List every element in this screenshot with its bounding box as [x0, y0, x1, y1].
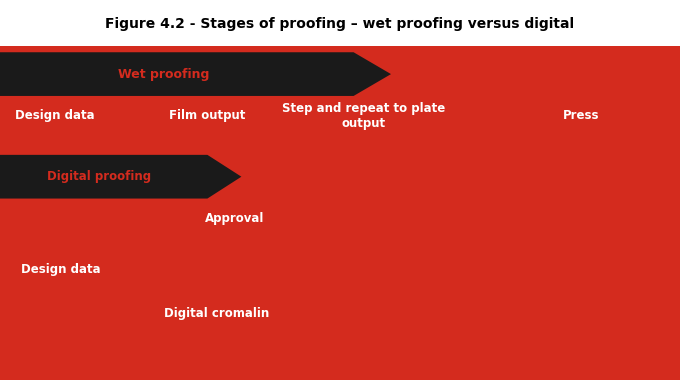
Text: Design data: Design data — [20, 263, 101, 276]
Polygon shape — [0, 155, 241, 198]
FancyBboxPatch shape — [0, 46, 680, 380]
Text: Figure 4.2 - Stages of proofing – wet proofing versus digital: Figure 4.2 - Stages of proofing – wet pr… — [105, 17, 575, 31]
Text: Approval: Approval — [205, 212, 265, 225]
Text: Digital cromalin: Digital cromalin — [165, 307, 269, 320]
Polygon shape — [0, 52, 391, 96]
Text: Film output: Film output — [169, 109, 245, 122]
Text: Wet proofing: Wet proofing — [118, 68, 209, 81]
Text: Design data: Design data — [14, 109, 95, 122]
Text: Step and repeat to plate
output: Step and repeat to plate output — [282, 102, 445, 130]
Text: Digital proofing: Digital proofing — [46, 170, 151, 183]
Text: Press: Press — [563, 109, 600, 122]
